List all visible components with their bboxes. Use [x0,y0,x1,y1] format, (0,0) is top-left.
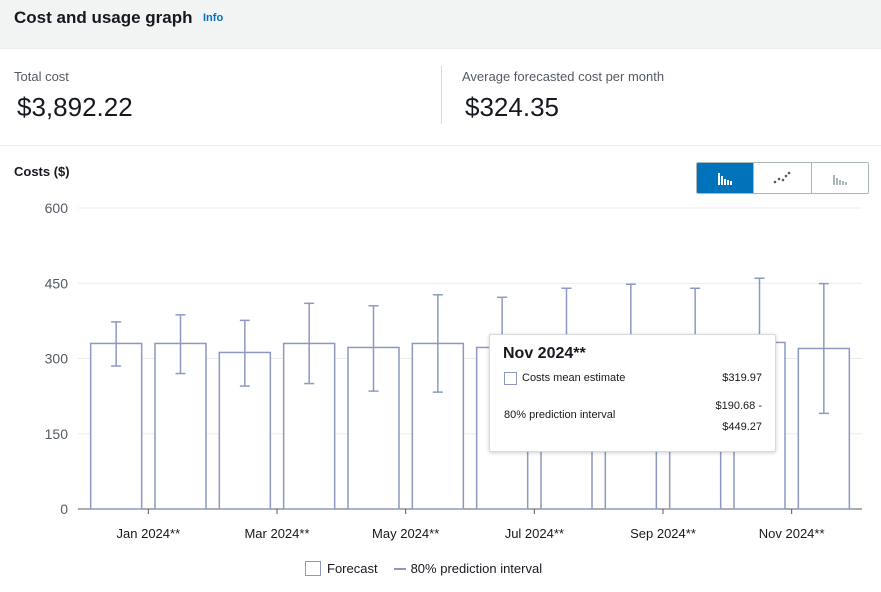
legend-interval-label[interactable]: 80% prediction interval [410,561,543,576]
forecast-bar [89,342,143,510]
x-tick-label: Nov 2024** [759,526,825,541]
line-chart-button[interactable] [754,163,812,193]
tooltip-forecast-swatch [504,372,517,385]
bar-chart-button[interactable] [697,163,755,193]
chart-legend: Forecast 80% prediction interval [305,561,542,576]
stacked-area-chart-button[interactable] [811,163,868,193]
stacked-area-chart-icon [832,175,847,185]
cost-chart: 0 150 300 450 600 Jan 2024** Mar 2024** May 202… [45,200,862,541]
y-axis-title: Costs ($) [14,164,70,179]
tooltip-interval-low: $190.68 - [715,400,762,412]
x-tick-label: Mar 2024** [244,526,309,541]
legend-interval-line [393,567,406,570]
y-tick-label: 0 [60,501,68,517]
x-tick-label: Sep 2024** [630,526,696,541]
metric-divider [441,66,442,124]
tooltip-mean-value: $319.97 [722,372,762,384]
line-chart-icon [774,171,791,184]
tooltip-interval-label: 80% prediction interval [504,409,616,421]
tooltip-title: Nov 2024** [503,345,586,362]
total-cost-value: $3,892.22 [17,92,133,122]
tooltip-interval-high: $449.27 [722,421,762,433]
bar-chart-icon [718,173,733,185]
y-tick-label: 600 [45,200,69,216]
avg-forecast-label: Average forecasted cost per month [462,69,665,84]
chart-type-toggle [696,162,869,194]
x-tick-label: Jan 2024** [117,526,181,541]
y-tick-label: 300 [45,351,69,367]
legend-forecast-swatch [305,561,321,576]
total-cost-label: Total cost [14,69,69,84]
section-divider [0,145,881,146]
y-tick-label: 150 [45,426,69,442]
info-link[interactable]: Info [203,12,224,24]
header-bar: Cost and usage graph Info [0,0,881,49]
x-tick-label: Jul 2024** [505,526,564,541]
y-tick-label: 450 [45,275,69,291]
x-tick-label: May 2024** [372,526,439,541]
tooltip-mean-label: Costs mean estimate [522,372,626,384]
legend-forecast-label[interactable]: Forecast [327,561,378,576]
avg-forecast-value: $324.35 [465,92,559,122]
chart-tooltip: Nov 2024** Costs mean estimate $319.97 8… [489,334,776,452]
page-title: Cost and usage graph [14,8,193,27]
